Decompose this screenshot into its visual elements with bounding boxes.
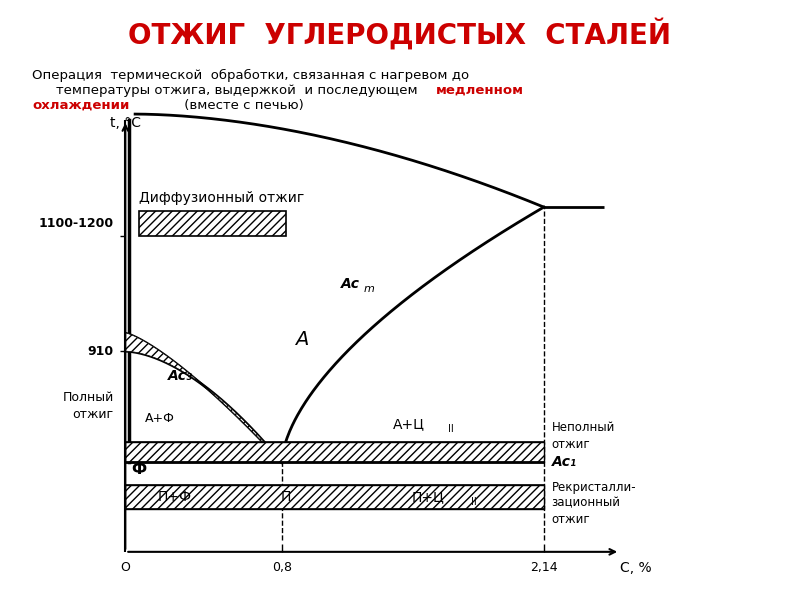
Text: m: m (364, 284, 374, 293)
Text: 2,14: 2,14 (530, 561, 558, 574)
Text: 0,8: 0,8 (272, 561, 292, 574)
Text: О: О (120, 561, 130, 574)
Text: t, °С: t, °С (110, 116, 141, 130)
Polygon shape (126, 333, 282, 463)
Text: А+Ф: А+Ф (145, 412, 174, 425)
Text: Диффузионный отжиг: Диффузионный отжиг (139, 191, 304, 205)
Text: П+Ф: П+Ф (157, 490, 191, 504)
Text: Ф: Ф (131, 462, 146, 477)
Text: II: II (448, 424, 454, 434)
Text: ОТЖИГ  УГЛЕРОДИСТЫХ  СТАЛЕЙ: ОТЖИГ УГЛЕРОДИСТЫХ СТАЛЕЙ (129, 18, 671, 50)
Text: Ас₃: Ас₃ (168, 368, 194, 383)
Text: (вместе с печью): (вместе с печью) (180, 99, 304, 112)
Text: Полный
отжиг: Полный отжиг (62, 391, 114, 421)
Text: 1100-1200: 1100-1200 (38, 217, 114, 230)
Text: С, %: С, % (620, 561, 652, 575)
Text: П+Ц: П+Ц (412, 490, 445, 504)
Text: П: П (281, 490, 291, 504)
Text: II: II (471, 497, 478, 507)
Text: А: А (294, 329, 308, 349)
Text: медленном: медленном (436, 84, 524, 97)
Polygon shape (126, 485, 544, 509)
Text: Операция  термической  обработки, связанная с нагревом до: Операция термической обработки, связанна… (32, 69, 469, 82)
Text: охлаждении: охлаждении (32, 99, 130, 112)
Bar (139, 211, 286, 236)
Text: Ас₁: Ас₁ (552, 455, 577, 469)
Text: Неполный
отжиг: Неполный отжиг (552, 421, 615, 451)
Text: А+Ц: А+Ц (393, 417, 425, 431)
Text: Ас: Ас (341, 277, 359, 292)
Text: 910: 910 (87, 344, 114, 358)
Polygon shape (126, 442, 544, 463)
Text: Рекристалли-
зационный
отжиг: Рекристалли- зационный отжиг (552, 481, 636, 526)
Text: температуры отжига, выдержкой  и последующем: температуры отжига, выдержкой и последую… (56, 84, 426, 97)
